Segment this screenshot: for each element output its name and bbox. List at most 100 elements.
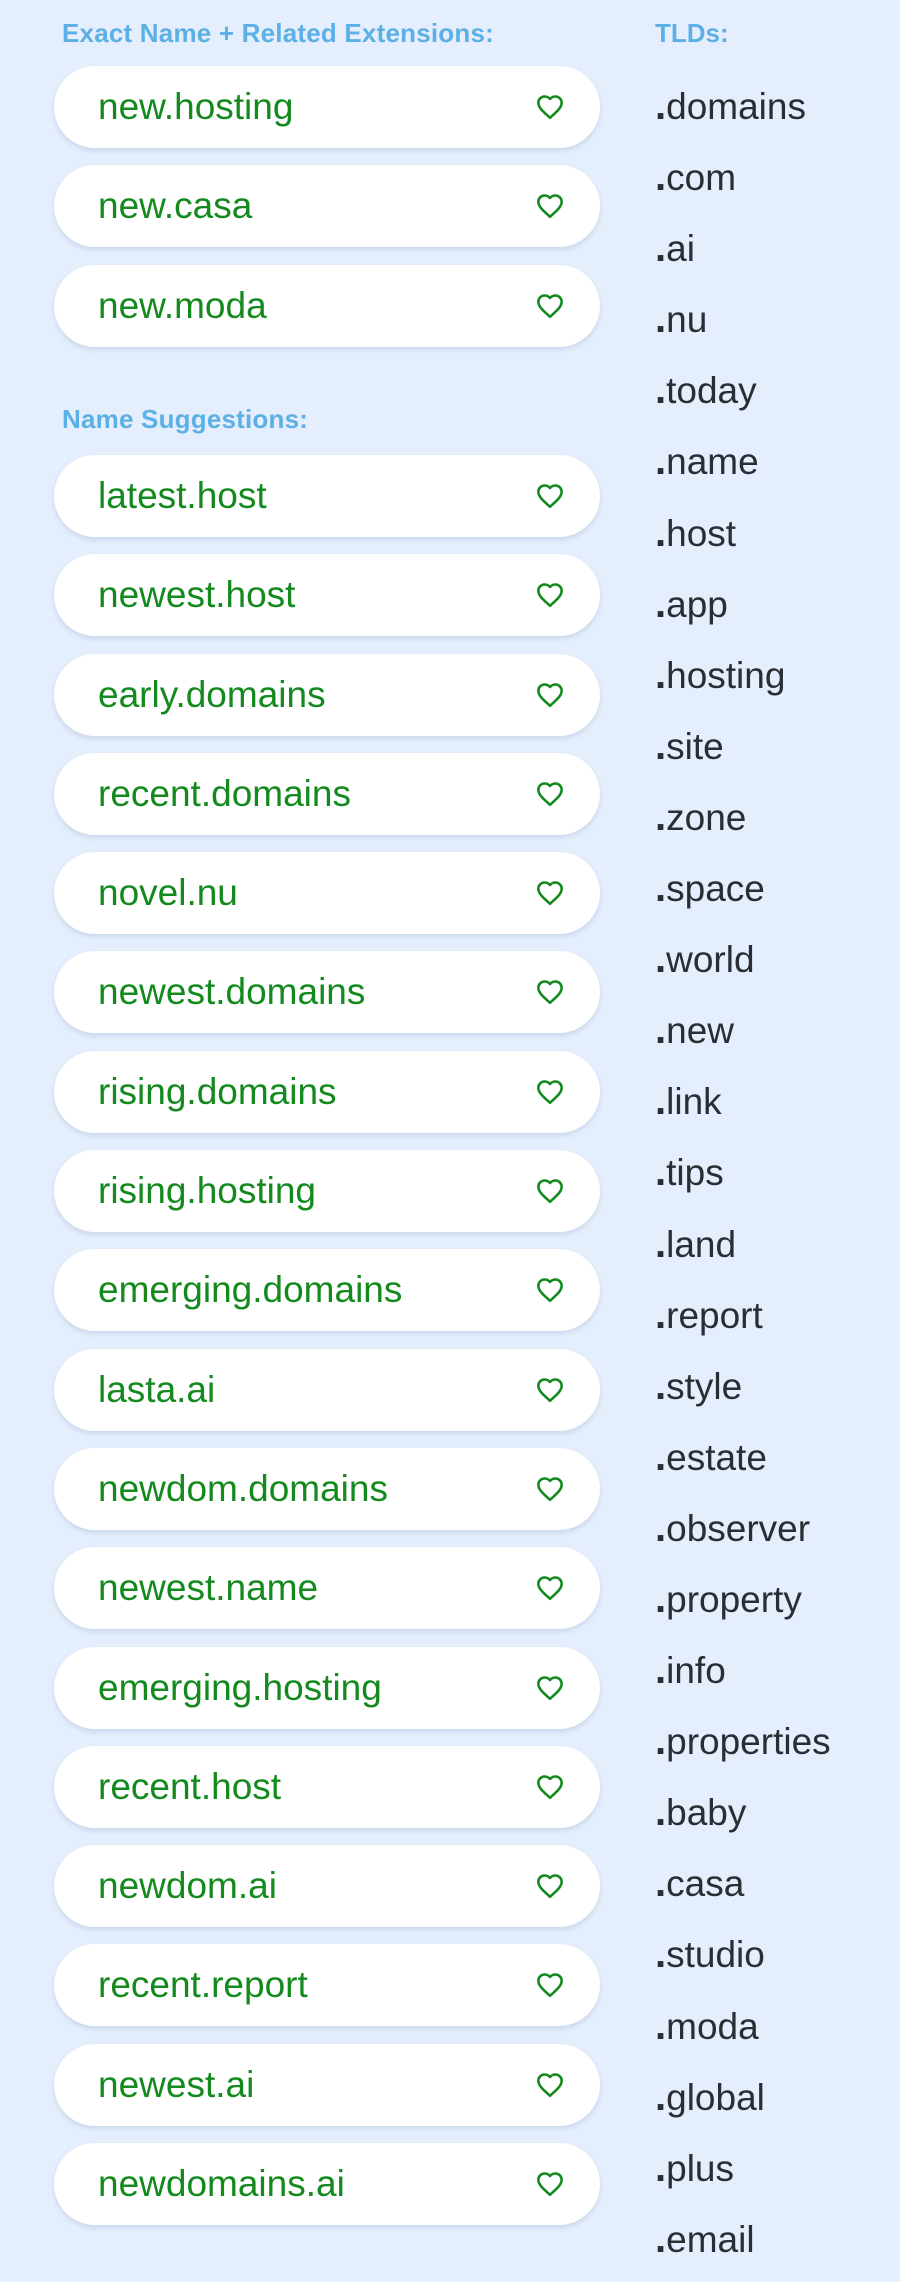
domain-suggestion-pill[interactable]: newest.host (54, 554, 600, 637)
tld-item[interactable]: .info (655, 1642, 831, 1713)
domain-suggestion-pill[interactable]: emerging.hosting (54, 1646, 600, 1729)
tld-item[interactable]: .world (655, 931, 831, 1002)
tld-item[interactable]: .domains (655, 78, 831, 149)
heart-icon[interactable] (536, 193, 564, 219)
tld-item[interactable]: .com (655, 149, 831, 220)
domain-name: recent.domains (98, 772, 351, 814)
domain-suggestion-pill[interactable]: newest.domains (54, 951, 600, 1034)
heart-icon[interactable] (536, 1079, 564, 1105)
domain-name: newdom.ai (98, 1865, 277, 1907)
domain-suggestion-pill[interactable]: new.hosting (54, 66, 600, 148)
domain-name: latest.host (98, 475, 267, 516)
tld-dot: . (655, 2003, 667, 2048)
tld-dot: . (655, 652, 667, 697)
tld-item[interactable]: .land (655, 1216, 831, 1287)
heart-icon[interactable] (536, 1476, 564, 1502)
tld-label: studio (666, 1934, 765, 1976)
tld-label: app (666, 583, 728, 625)
domain-suggestion-pill[interactable]: novel.nu (54, 852, 600, 935)
tld-item[interactable]: .observer (655, 1500, 831, 1571)
heart-icon[interactable] (536, 1575, 564, 1601)
domain-suggestion-pill[interactable]: newdomains.ai (54, 2143, 600, 2226)
domain-suggestion-pill[interactable]: newdom.domains (54, 1447, 600, 1530)
heart-icon[interactable] (536, 979, 564, 1005)
tld-dot: . (655, 1079, 667, 1124)
tld-list: .domains .com .ai .nu .today .name .host .app .h… (655, 78, 831, 2282)
tld-item[interactable]: .nu (655, 291, 831, 362)
tld-item[interactable]: .ai (655, 220, 831, 291)
tld-item[interactable]: .name (655, 433, 831, 504)
domain-suggestion-pill[interactable]: recent.domains (54, 752, 600, 835)
domain-suggestion-pill[interactable]: early.domains (54, 653, 600, 736)
tld-dot: . (655, 1008, 667, 1053)
domain-name: newest.ai (98, 2063, 255, 2105)
tld-item[interactable]: .plus (655, 2140, 831, 2211)
tld-item[interactable]: .hosting (655, 647, 831, 718)
domain-suggestion-pill[interactable]: newdom.ai (54, 1845, 600, 1928)
heart-icon[interactable] (536, 1178, 564, 1204)
domain-name: lasta.ai (98, 1368, 216, 1410)
heart-icon[interactable] (536, 2072, 564, 2098)
domain-suggestion-pill[interactable]: rising.domains (54, 1050, 600, 1133)
heart-icon[interactable] (536, 1774, 564, 1800)
domain-suggestion-pill[interactable]: emerging.domains (54, 1249, 600, 1332)
tld-label: com (666, 157, 737, 199)
tld-item[interactable]: .today (655, 362, 831, 433)
tld-dot: . (655, 866, 667, 911)
domain-suggestion-pill[interactable]: recent.host (54, 1745, 600, 1828)
tld-item[interactable]: .email (655, 2211, 831, 2282)
heart-icon[interactable] (536, 94, 564, 120)
domain-suggestion-pill[interactable]: latest.host (54, 455, 600, 537)
tld-label: info (666, 1650, 726, 1692)
domain-suggestion-pill[interactable]: newest.name (54, 1547, 600, 1630)
heart-icon[interactable] (536, 2171, 564, 2197)
domain-suggestion-pill[interactable]: new.casa (54, 165, 600, 248)
tld-dot: . (655, 2216, 667, 2261)
tld-item[interactable]: .global (655, 2069, 831, 2140)
domain-name: newest.name (98, 1567, 319, 1609)
heart-icon[interactable] (536, 1277, 564, 1303)
heart-icon[interactable] (536, 1972, 564, 1998)
tld-item[interactable]: .new (655, 1002, 831, 1073)
tld-label: property (666, 1578, 802, 1620)
heart-icon[interactable] (536, 1873, 564, 1899)
tld-item[interactable]: .moda (655, 1998, 831, 2069)
tld-item[interactable]: .estate (655, 1429, 831, 1500)
domain-suggestion-pill[interactable]: rising.hosting (54, 1150, 600, 1233)
heart-icon[interactable] (536, 1377, 564, 1403)
domain-name: novel.nu (98, 872, 238, 914)
tld-item[interactable]: .host (655, 505, 831, 576)
domain-suggestion-pill[interactable]: newest.ai (54, 2043, 600, 2126)
tld-item[interactable]: .zone (655, 789, 831, 860)
heart-icon[interactable] (536, 781, 564, 807)
tld-item[interactable]: .property (655, 1571, 831, 1642)
tld-item[interactable]: .casa (655, 1855, 831, 1926)
domain-suggestion-pill[interactable]: recent.report (54, 1944, 600, 2027)
tld-item[interactable]: .link (655, 1073, 831, 1144)
heart-icon[interactable] (536, 682, 564, 708)
tld-dot: . (655, 1434, 667, 1479)
tld-label: email (666, 2218, 755, 2260)
tld-label: casa (666, 1863, 745, 1905)
tld-dot: . (655, 937, 667, 982)
tld-item[interactable]: .style (655, 1358, 831, 1429)
domain-name: emerging.hosting (98, 1666, 382, 1708)
domain-suggestion-pill[interactable]: new.moda (54, 264, 600, 347)
heart-icon[interactable] (536, 483, 564, 509)
tld-item[interactable]: .tips (655, 1144, 831, 1215)
domain-suggestion-pill[interactable]: lasta.ai (54, 1348, 600, 1431)
tld-item[interactable]: .space (655, 860, 831, 931)
tld-dot: . (655, 155, 667, 200)
heart-icon[interactable] (536, 582, 564, 608)
tld-item[interactable]: .site (655, 718, 831, 789)
tld-item[interactable]: .studio (655, 1926, 831, 1997)
tld-item[interactable]: .properties (655, 1713, 831, 1784)
heart-icon[interactable] (536, 880, 564, 906)
domain-name: rising.domains (98, 1070, 337, 1112)
tld-item[interactable]: .report (655, 1287, 831, 1358)
heart-icon[interactable] (536, 293, 564, 319)
tld-item[interactable]: .app (655, 576, 831, 647)
heart-icon[interactable] (536, 1675, 564, 1701)
tld-item[interactable]: .baby (655, 1784, 831, 1855)
tld-dot: . (655, 794, 667, 839)
